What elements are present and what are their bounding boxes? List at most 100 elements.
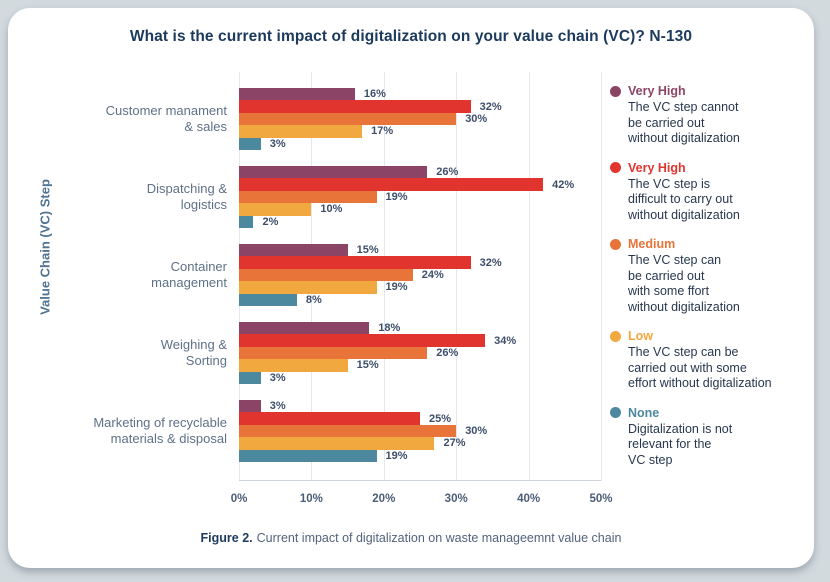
bar-row: 32% bbox=[239, 100, 601, 113]
gridline bbox=[456, 72, 458, 481]
legend-item-label: Medium bbox=[628, 237, 676, 251]
bar-value-label: 42% bbox=[552, 178, 575, 191]
bar-row: 30% bbox=[239, 112, 601, 126]
bar bbox=[239, 424, 457, 438]
bar-row: 26% bbox=[239, 346, 601, 360]
bar-row: 15% bbox=[239, 359, 601, 372]
bar-row: 16% bbox=[239, 88, 601, 101]
bar-row: 27% bbox=[239, 437, 601, 450]
legend-item-description: The VC step can be carried out with some… bbox=[628, 253, 740, 314]
bar bbox=[239, 334, 486, 347]
bar-value-label: 15% bbox=[356, 244, 379, 257]
bar bbox=[239, 322, 370, 335]
bar-row: 3% bbox=[239, 400, 601, 413]
bar bbox=[239, 437, 435, 450]
bar-row: 3% bbox=[239, 137, 601, 150]
bar bbox=[239, 412, 420, 425]
x-tick-label: 50% bbox=[589, 493, 613, 505]
bar bbox=[239, 137, 261, 150]
legend-dot bbox=[610, 238, 621, 250]
bar-row: 10% bbox=[239, 203, 601, 216]
bar bbox=[239, 178, 544, 191]
bar-value-label: 30% bbox=[465, 424, 488, 437]
x-tick-label: 0% bbox=[230, 493, 248, 505]
bar bbox=[239, 281, 377, 294]
x-tick-label: 20% bbox=[372, 493, 396, 505]
bar-value-label: 3% bbox=[269, 137, 286, 150]
legend-dot bbox=[610, 162, 621, 173]
legend: Very High The VC step cannot be carried o… bbox=[610, 84, 810, 482]
figure-caption: Figure 2. Current impact of digitalizatio… bbox=[8, 531, 814, 545]
legend-item: Very High The VC step cannot be carried o… bbox=[610, 84, 810, 147]
category-labels: Customer manament & sales Dispatching & l… bbox=[40, 72, 227, 481]
bar-group: 26% 42% 19% 10% 2% bbox=[239, 166, 601, 228]
bar-row: 19% bbox=[239, 449, 601, 462]
x-tick-label: 40% bbox=[517, 493, 541, 505]
bar bbox=[239, 359, 348, 372]
bar-row: 34% bbox=[239, 334, 601, 347]
bar bbox=[239, 215, 254, 228]
bar-row: 26% bbox=[239, 166, 601, 179]
chart-card: What is the current impact of digitaliza… bbox=[8, 8, 814, 568]
bar bbox=[239, 449, 377, 462]
bar bbox=[239, 346, 428, 360]
legend-item-header: Very High bbox=[610, 84, 810, 98]
bar bbox=[239, 125, 363, 138]
legend-item-header: Low bbox=[610, 329, 810, 343]
bar-value-label: 10% bbox=[320, 203, 343, 216]
bar bbox=[239, 190, 377, 204]
bar bbox=[239, 100, 471, 113]
bar bbox=[239, 371, 261, 384]
x-tick-label: 30% bbox=[444, 493, 468, 505]
bar-row: 25% bbox=[239, 412, 601, 425]
legend-item: Very High The VC step is difficult to car… bbox=[610, 161, 810, 224]
bar-row: 19% bbox=[239, 190, 601, 204]
figure-caption-text: Current impact of digitalization on wast… bbox=[256, 531, 622, 545]
legend-dot bbox=[610, 330, 621, 342]
bar bbox=[239, 203, 312, 216]
bar-value-label: 3% bbox=[269, 400, 286, 413]
x-tick-label: 10% bbox=[299, 493, 323, 505]
bar-row: 19% bbox=[239, 281, 601, 294]
bar-row: 8% bbox=[239, 293, 601, 306]
legend-dot bbox=[610, 85, 621, 97]
category-label: Weighing & Sorting bbox=[160, 336, 227, 368]
bar bbox=[239, 112, 457, 126]
legend-item-header: Very High bbox=[610, 161, 810, 175]
bar-value-label: 19% bbox=[385, 449, 408, 462]
bar-row: 24% bbox=[239, 268, 601, 282]
legend-item-label: None bbox=[628, 405, 660, 420]
bar-value-label: 25% bbox=[429, 412, 452, 425]
category-label: Dispatching & logistics bbox=[146, 180, 227, 212]
bar-value-label: 32% bbox=[479, 100, 502, 113]
legend-item-header: Medium bbox=[610, 237, 810, 251]
category-label: Marketing of recyclable materials & disp… bbox=[93, 414, 227, 446]
chart-title: What is the current impact of digitaliza… bbox=[129, 28, 693, 45]
legend-item-description: Digitalization is not relevant for the V… bbox=[628, 421, 733, 467]
legend-item-description: The VC step is difficult to carry out wi… bbox=[628, 176, 740, 222]
bar-value-label: 24% bbox=[421, 268, 444, 281]
bar-value-label: 15% bbox=[356, 359, 379, 372]
legend-item: Low The VC step can be carried out with s… bbox=[610, 329, 810, 392]
bar bbox=[239, 268, 413, 282]
x-axis-line bbox=[239, 480, 601, 481]
bar bbox=[239, 244, 348, 257]
bar-group: 16% 32% 30% 17% 3% bbox=[239, 88, 601, 150]
bar bbox=[239, 256, 471, 269]
legend-item-label: Very High bbox=[628, 84, 686, 98]
bar-value-label: 26% bbox=[436, 166, 459, 179]
bar-value-label: 18% bbox=[378, 322, 401, 335]
bar-group: 18% 34% 26% 15% 3% bbox=[239, 322, 601, 384]
bar-row: 2% bbox=[239, 215, 601, 228]
legend-item: None Digitalization is not relevant for t… bbox=[610, 406, 810, 469]
bar-value-label: 19% bbox=[385, 190, 408, 203]
legend-item-description: The VC step cannot be carried out withou… bbox=[628, 100, 740, 145]
category-label: Container management bbox=[151, 258, 227, 290]
plot-area: 0% 10% 20% 30% 40% 50% 16% 32% 30% 17% 3% 26% 42% 19%… bbox=[231, 72, 613, 505]
legend-item: Medium The VC step can be carried out wit… bbox=[610, 237, 810, 315]
bar bbox=[239, 88, 355, 101]
legend-dot bbox=[610, 407, 621, 418]
bar-value-label: 26% bbox=[436, 346, 459, 359]
bar-value-label: 34% bbox=[494, 334, 517, 347]
